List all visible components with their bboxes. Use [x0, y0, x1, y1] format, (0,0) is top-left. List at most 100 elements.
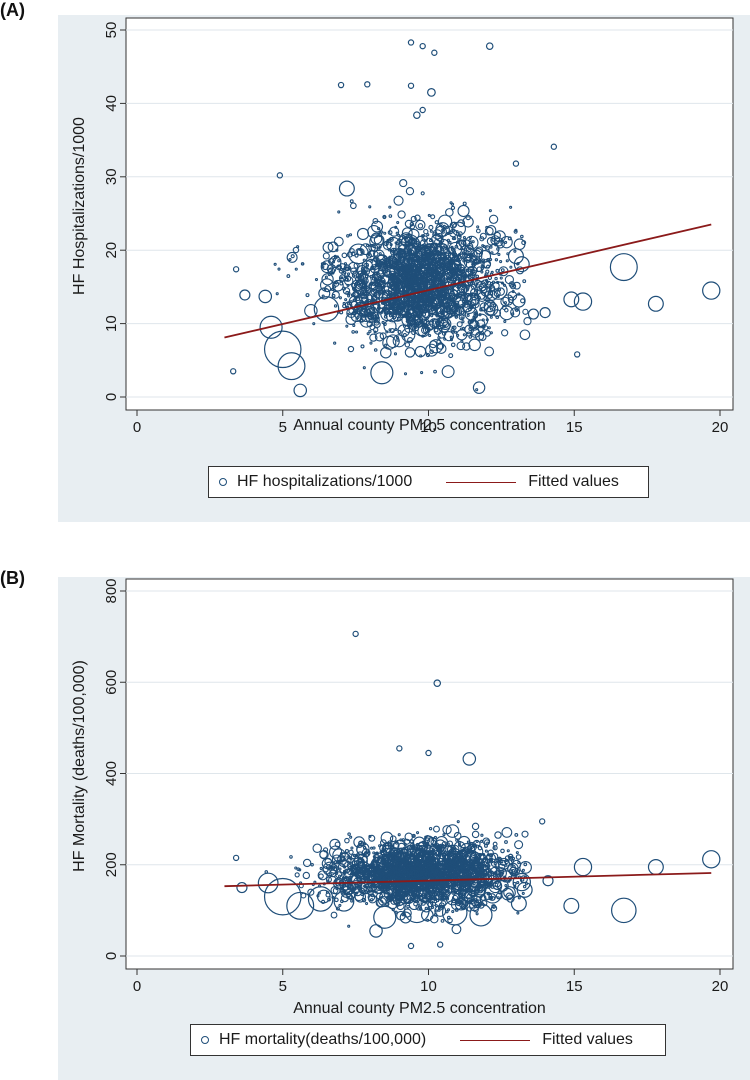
- data-point: [481, 318, 485, 322]
- data-point: [373, 854, 380, 861]
- data-point: [371, 220, 384, 233]
- data-point: [385, 873, 396, 884]
- data-point: [348, 895, 353, 899]
- data-point: [286, 251, 298, 263]
- data-point: [358, 273, 372, 288]
- data-point: [481, 244, 485, 248]
- data-point: [457, 843, 462, 847]
- data-point: [232, 266, 240, 273]
- data-point: [396, 745, 403, 752]
- data-point: [404, 255, 410, 261]
- data-point: [538, 818, 546, 825]
- chart-a: 0 10 20 30 40 50 0 5 10 15 20 Annual county PM2.5 c…: [71, 17, 734, 436]
- data-point: [403, 891, 408, 895]
- data-point: [437, 214, 453, 229]
- data-point: [428, 882, 432, 886]
- data-point: [302, 871, 311, 880]
- data-point: [276, 172, 284, 179]
- data-point: [471, 822, 480, 831]
- data-point: [436, 321, 440, 325]
- data-point: [385, 242, 389, 246]
- data-point: [494, 865, 498, 869]
- data-point: [396, 883, 402, 889]
- x-tick-label: 15: [566, 978, 583, 995]
- data-point: [431, 270, 435, 274]
- data-point: [423, 228, 429, 235]
- data-point: [647, 295, 664, 312]
- data-point: [489, 302, 493, 306]
- data-point: [428, 339, 444, 354]
- data-point: [409, 860, 414, 865]
- data-point: [394, 327, 398, 331]
- data-point: [437, 872, 443, 877]
- data-point: [465, 874, 469, 878]
- data-point: [363, 262, 369, 269]
- data-point: [425, 343, 439, 357]
- data-point: [462, 333, 466, 337]
- data-point: [288, 258, 292, 262]
- data-point: [322, 241, 334, 253]
- data-point: [467, 885, 479, 898]
- data-point: [319, 866, 323, 871]
- data-point: [332, 260, 336, 264]
- data-point: [481, 883, 485, 887]
- data-point: [433, 369, 437, 374]
- data-point: [440, 900, 447, 907]
- data-point: [513, 249, 517, 253]
- legend-a-line-label: Fitted values: [528, 473, 619, 490]
- data-point: [229, 368, 237, 375]
- data-point: [460, 310, 467, 316]
- data-point: [388, 205, 392, 209]
- data-point: [507, 853, 514, 860]
- data-point: [330, 911, 338, 919]
- data-point: [372, 327, 379, 333]
- data-point: [352, 853, 357, 858]
- data-point: [294, 866, 298, 870]
- data-point: [425, 749, 432, 757]
- data-point: [420, 900, 426, 906]
- data-point: [433, 327, 439, 333]
- data-point: [407, 890, 411, 894]
- data-point: [349, 835, 353, 839]
- data-point: [369, 341, 373, 345]
- data-point: [512, 160, 520, 167]
- data-point: [484, 849, 488, 853]
- data-point: [472, 254, 476, 258]
- data-point: [377, 247, 381, 251]
- data-point: [351, 330, 355, 334]
- data-point: [363, 885, 368, 889]
- data-point: [352, 298, 356, 302]
- data-point: [351, 274, 356, 278]
- data-point: [322, 252, 330, 260]
- data-point: [320, 899, 326, 904]
- data-point: [258, 289, 273, 304]
- data-point: [374, 332, 385, 342]
- data-point: [487, 849, 494, 856]
- data-point: [485, 854, 491, 860]
- data-point: [702, 281, 721, 300]
- data-point: [395, 297, 402, 305]
- data-point: [471, 830, 480, 839]
- data-point: [464, 324, 475, 335]
- data-point: [428, 899, 432, 903]
- data-point: [484, 245, 488, 249]
- data-point: [324, 275, 328, 279]
- data-point: [443, 305, 448, 310]
- data-point: [327, 897, 331, 902]
- legend-b-line-label: Fitted values: [542, 1031, 633, 1048]
- data-point: [376, 316, 380, 320]
- data-point: [474, 871, 478, 875]
- y-tick-label: 40: [103, 95, 120, 112]
- data-point: [516, 881, 533, 898]
- data-point: [322, 847, 329, 853]
- data-point: [408, 264, 413, 268]
- data-point: [379, 260, 383, 264]
- data-point: [434, 904, 438, 908]
- data-point: [473, 295, 477, 299]
- data-point: [498, 857, 503, 862]
- data-point: [380, 230, 384, 234]
- data-point: [423, 319, 430, 325]
- data-point: [298, 868, 302, 872]
- data-point: [484, 278, 489, 282]
- data-point: [461, 892, 466, 896]
